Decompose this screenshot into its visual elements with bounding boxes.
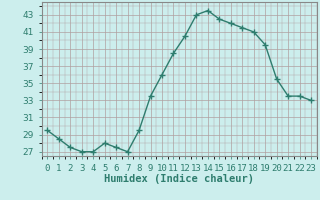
X-axis label: Humidex (Indice chaleur): Humidex (Indice chaleur) — [104, 174, 254, 184]
